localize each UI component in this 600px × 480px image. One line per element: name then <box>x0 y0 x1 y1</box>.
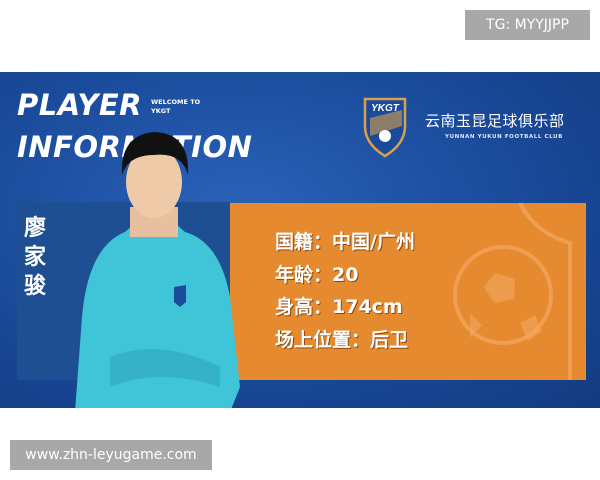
club-crest-logo: YKGT <box>363 97 407 158</box>
watermark-top: TG: MYYJJPP <box>465 10 590 40</box>
club-name-cn: 云南玉昆足球俱乐部 <box>425 112 565 130</box>
title-line1: PLAYER <box>17 88 142 122</box>
player-name: 廖家骏 <box>24 216 47 299</box>
football-watermark-icon <box>453 203 572 380</box>
info-height: 身高：174cm <box>275 296 403 318</box>
watermark-bottom: www.zhn-leyugame.com <box>10 440 212 470</box>
player-info-list: 国籍：中国/广州 年龄：20 身高：174cm 场上位置：后卫 <box>275 226 415 356</box>
club-name-en: YUNNAN YUKUN FOOTBALL CLUB <box>445 134 563 140</box>
info-age: 年龄：20 <box>275 263 359 286</box>
welcome-text: WELCOME TO YKGT <box>151 98 201 115</box>
info-position: 场上位置：后卫 <box>275 328 409 351</box>
info-nationality: 国籍：中国/广州 <box>275 231 415 253</box>
info-panel <box>230 203 586 380</box>
player-info-banner: PLAYER INFORMATION WELCOME TO YKGT YKGT … <box>0 72 600 408</box>
svg-text:YKGT: YKGT <box>371 103 400 114</box>
player-photo <box>75 132 240 408</box>
